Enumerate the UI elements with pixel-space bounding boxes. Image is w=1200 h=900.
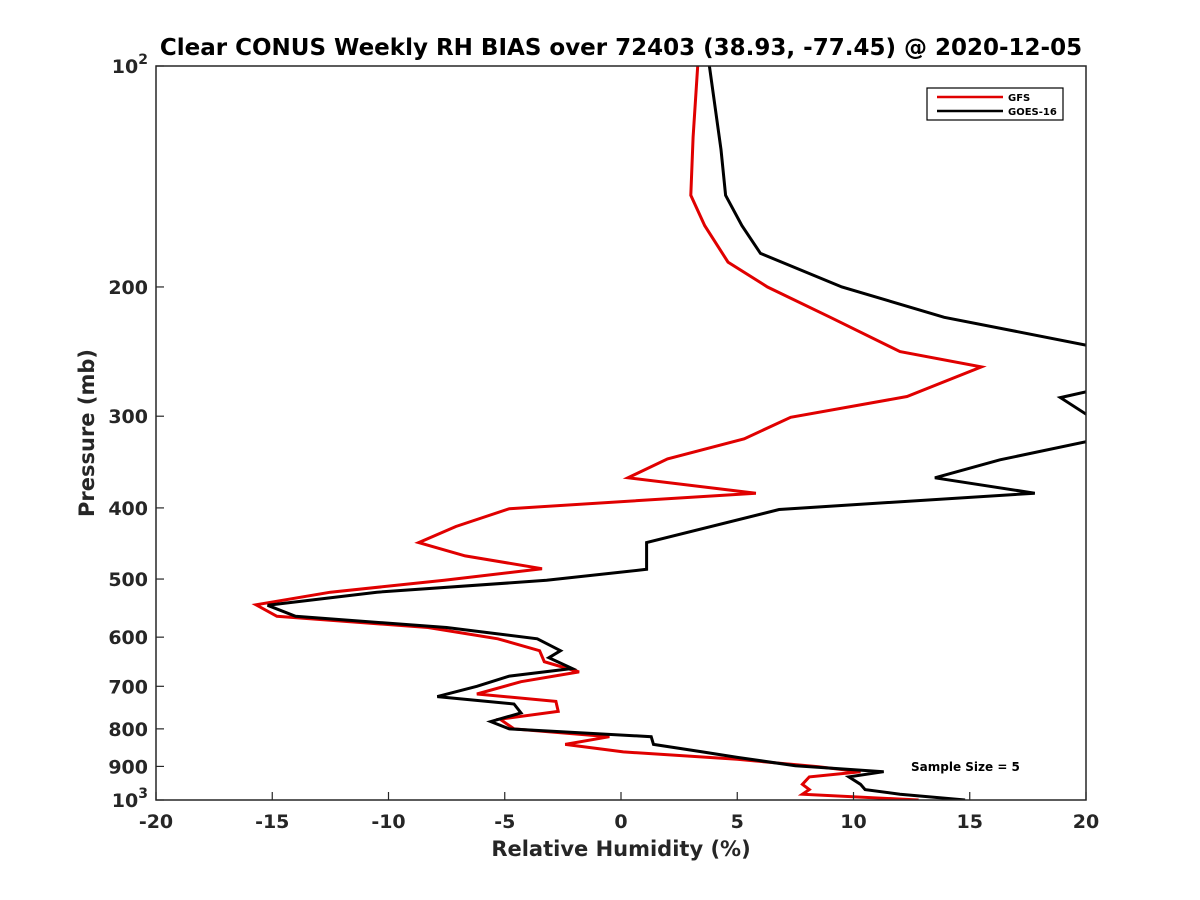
x-tick-label: 0 [614,811,627,833]
y-tick-label: 500 [108,569,148,591]
legend-box [926,87,1064,121]
chart-title: Clear CONUS Weekly RH BIAS over 72403 (3… [160,35,1082,61]
legend-label-gfs: GFS [1008,93,1030,104]
y-tick-label: 900 [108,756,148,778]
y-tick-exponent: 3 [138,786,148,802]
y-tick-label: 102 [112,52,148,78]
x-tick-label: 10 [840,811,866,833]
y-tick-label: 103 [112,786,148,812]
y-tick-label: 600 [108,627,148,649]
series-line-gfs [251,66,987,800]
x-tick-label: -20 [139,811,173,833]
x-tick-label: 5 [731,811,744,833]
y-tick-label: 800 [108,719,148,741]
sample-size-annotation: Sample Size = 5 [911,760,1020,774]
plot-axes-frame [155,65,1087,801]
legend-label-goes16: GOES-16 [1008,107,1057,118]
y-tick-label: 700 [108,676,148,698]
y-axis-ticks: 102 200 300 400 500 600 700 800 900 103 [108,52,164,812]
x-axis-ticks: -20 -15 -10 -5 0 5 10 15 20 [139,792,1099,833]
y-tick-label: 300 [108,406,148,428]
series-layer [251,66,1086,800]
x-tick-label: 20 [1073,811,1099,833]
x-tick-label: -5 [494,811,515,833]
x-tick-label: 15 [957,811,983,833]
y-tick-label: 400 [108,498,148,520]
y-axis-label: Pressure (mb) [75,349,99,517]
x-tick-label: -15 [255,811,289,833]
legend: GFS GOES-16 [926,87,1064,121]
x-axis-label: Relative Humidity (%) [491,837,750,861]
series-line-goes16 [267,66,1086,800]
y-tick-label: 200 [108,277,148,299]
x-tick-label: -10 [371,811,405,833]
y-tick-exponent: 2 [138,52,148,68]
